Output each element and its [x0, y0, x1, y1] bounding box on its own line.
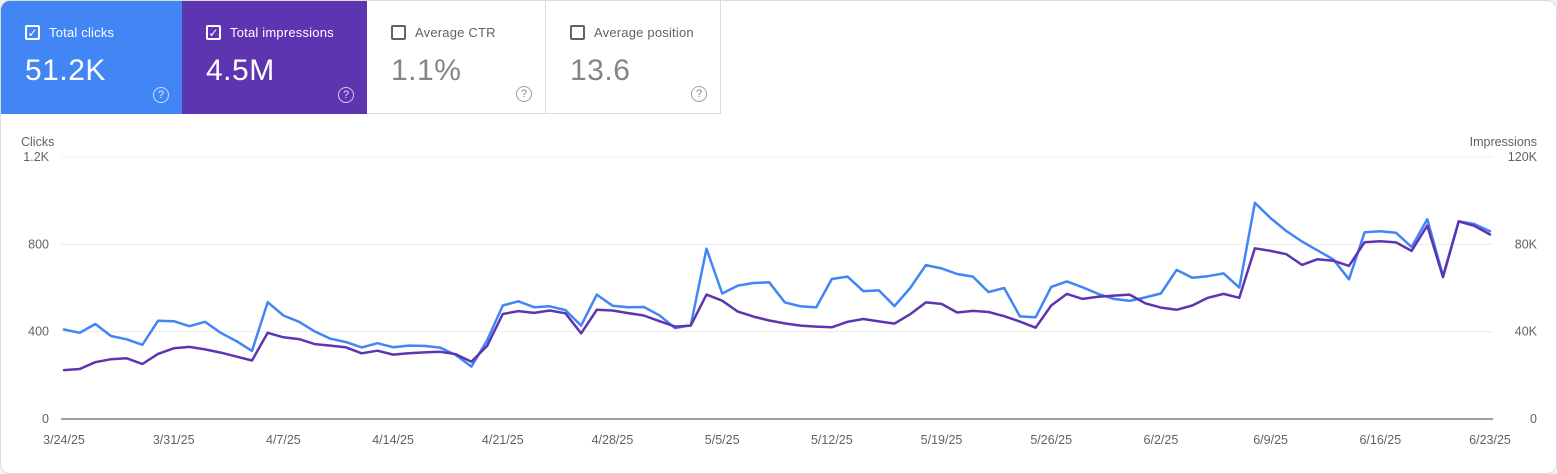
- checkbox-checked-icon[interactable]: ✓: [206, 25, 221, 40]
- left-axis-tick: 800: [28, 237, 49, 251]
- right-axis-title: Impressions: [1470, 135, 1537, 149]
- x-axis-date-label: 5/12/25: [811, 433, 853, 447]
- x-axis-date-label: 4/14/25: [372, 433, 414, 447]
- x-axis-date-label: 4/28/25: [592, 433, 634, 447]
- x-axis-date-label: 4/7/25: [266, 433, 301, 447]
- metric-value: 13.6: [570, 54, 631, 87]
- left-axis-tick: 400: [28, 325, 49, 339]
- left-axis-title: Clicks: [21, 135, 54, 149]
- x-axis-date-label: 6/23/25: [1469, 433, 1511, 447]
- series-line-clicks[interactable]: [62, 201, 1492, 368]
- x-axis-date-label: 6/2/25: [1144, 433, 1179, 447]
- metric-card-total-impressions[interactable]: ✓ Total impressions 4.5M ?: [182, 1, 367, 114]
- x-axis-date-label: 3/31/25: [153, 433, 195, 447]
- metric-cards: ✓ Total clicks 51.2K ? ✓ Total impressio…: [1, 1, 721, 114]
- metric-label: Total clicks: [49, 25, 115, 40]
- x-axis-date-label: 5/26/25: [1030, 433, 1072, 447]
- metric-value: 1.1%: [391, 54, 462, 87]
- x-axis-date-label: 6/9/25: [1253, 433, 1288, 447]
- left-axis-tick: 0: [42, 412, 49, 426]
- metric-label: Average position: [594, 25, 694, 40]
- metric-value: 51.2K: [25, 54, 106, 87]
- metric-label: Average CTR: [415, 25, 496, 40]
- x-axis-date-label: 4/21/25: [482, 433, 524, 447]
- metric-card-average-ctr[interactable]: Average CTR 1.1% ?: [367, 1, 546, 114]
- x-axis-date-label: 5/19/25: [921, 433, 963, 447]
- right-axis-tick: 40K: [1515, 325, 1538, 339]
- x-axis-date-label: 6/16/25: [1359, 433, 1401, 447]
- right-axis-tick: 120K: [1508, 150, 1538, 164]
- help-icon[interactable]: ?: [691, 86, 707, 102]
- x-axis-date-label: 5/5/25: [705, 433, 740, 447]
- metric-card-average-position[interactable]: Average position 13.6 ?: [546, 1, 721, 114]
- help-icon[interactable]: ?: [338, 87, 354, 103]
- metric-card-total-clicks[interactable]: ✓ Total clicks 51.2K ?: [1, 1, 182, 114]
- x-axis-date-label: 3/24/25: [43, 433, 85, 447]
- right-axis-tick: 0: [1530, 412, 1537, 426]
- help-icon[interactable]: ?: [153, 87, 169, 103]
- help-icon[interactable]: ?: [516, 86, 532, 102]
- right-axis-tick: 80K: [1515, 237, 1538, 251]
- checkbox-unchecked-icon[interactable]: [391, 25, 406, 40]
- metric-label: Total impressions: [230, 25, 334, 40]
- checkbox-checked-icon[interactable]: ✓: [25, 25, 40, 40]
- checkbox-unchecked-icon[interactable]: [570, 25, 585, 40]
- left-axis-tick: 1.2K: [23, 150, 49, 164]
- metric-value: 4.5M: [206, 54, 275, 87]
- series-line-impressions[interactable]: [62, 220, 1492, 372]
